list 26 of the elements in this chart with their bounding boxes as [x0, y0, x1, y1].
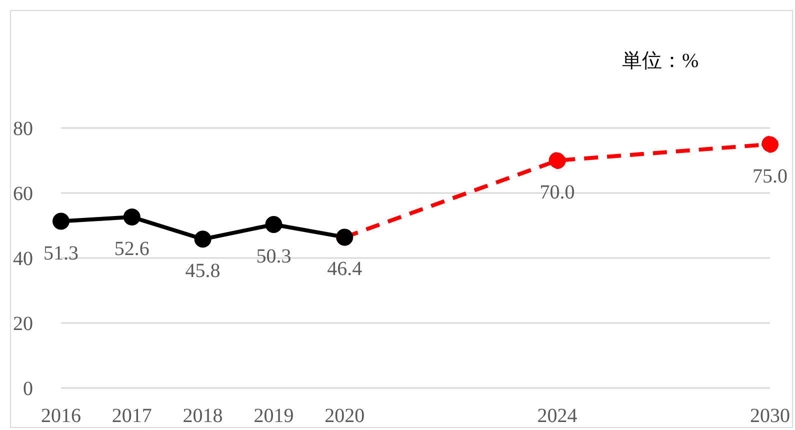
data-label: 75.0 [752, 165, 788, 188]
point [52, 212, 70, 230]
x-tick-label: 2024 [537, 405, 578, 428]
x-tick-label: 2016 [41, 405, 81, 428]
data-label: 51.3 [44, 242, 78, 264]
x-tick-label: 2017 [112, 405, 152, 428]
y-tick-label: 20 [13, 313, 33, 336]
point [123, 208, 140, 226]
text: 単位：% [622, 49, 699, 74]
point [548, 152, 566, 169]
data-label: 50.3 [256, 246, 292, 268]
data-label: 52.6 [114, 238, 150, 260]
x-tick-label: 2018 [182, 405, 223, 428]
point [194, 230, 212, 248]
y-tick-label: 0 [23, 378, 33, 400]
y-tick-label: 60 [13, 183, 33, 206]
y-tick-label: 80 [13, 118, 33, 140]
data-label: 46.4 [327, 258, 362, 280]
x-tick-label: 2030 [750, 405, 790, 428]
data-label: 70.0 [540, 182, 575, 204]
x-tick-label: 2019 [254, 405, 294, 428]
y-tick-label: 40 [13, 248, 33, 270]
data-label: 45.8 [185, 260, 220, 282]
point [762, 136, 778, 153]
x-tick-label: 2020 [324, 405, 365, 428]
point [265, 216, 282, 234]
